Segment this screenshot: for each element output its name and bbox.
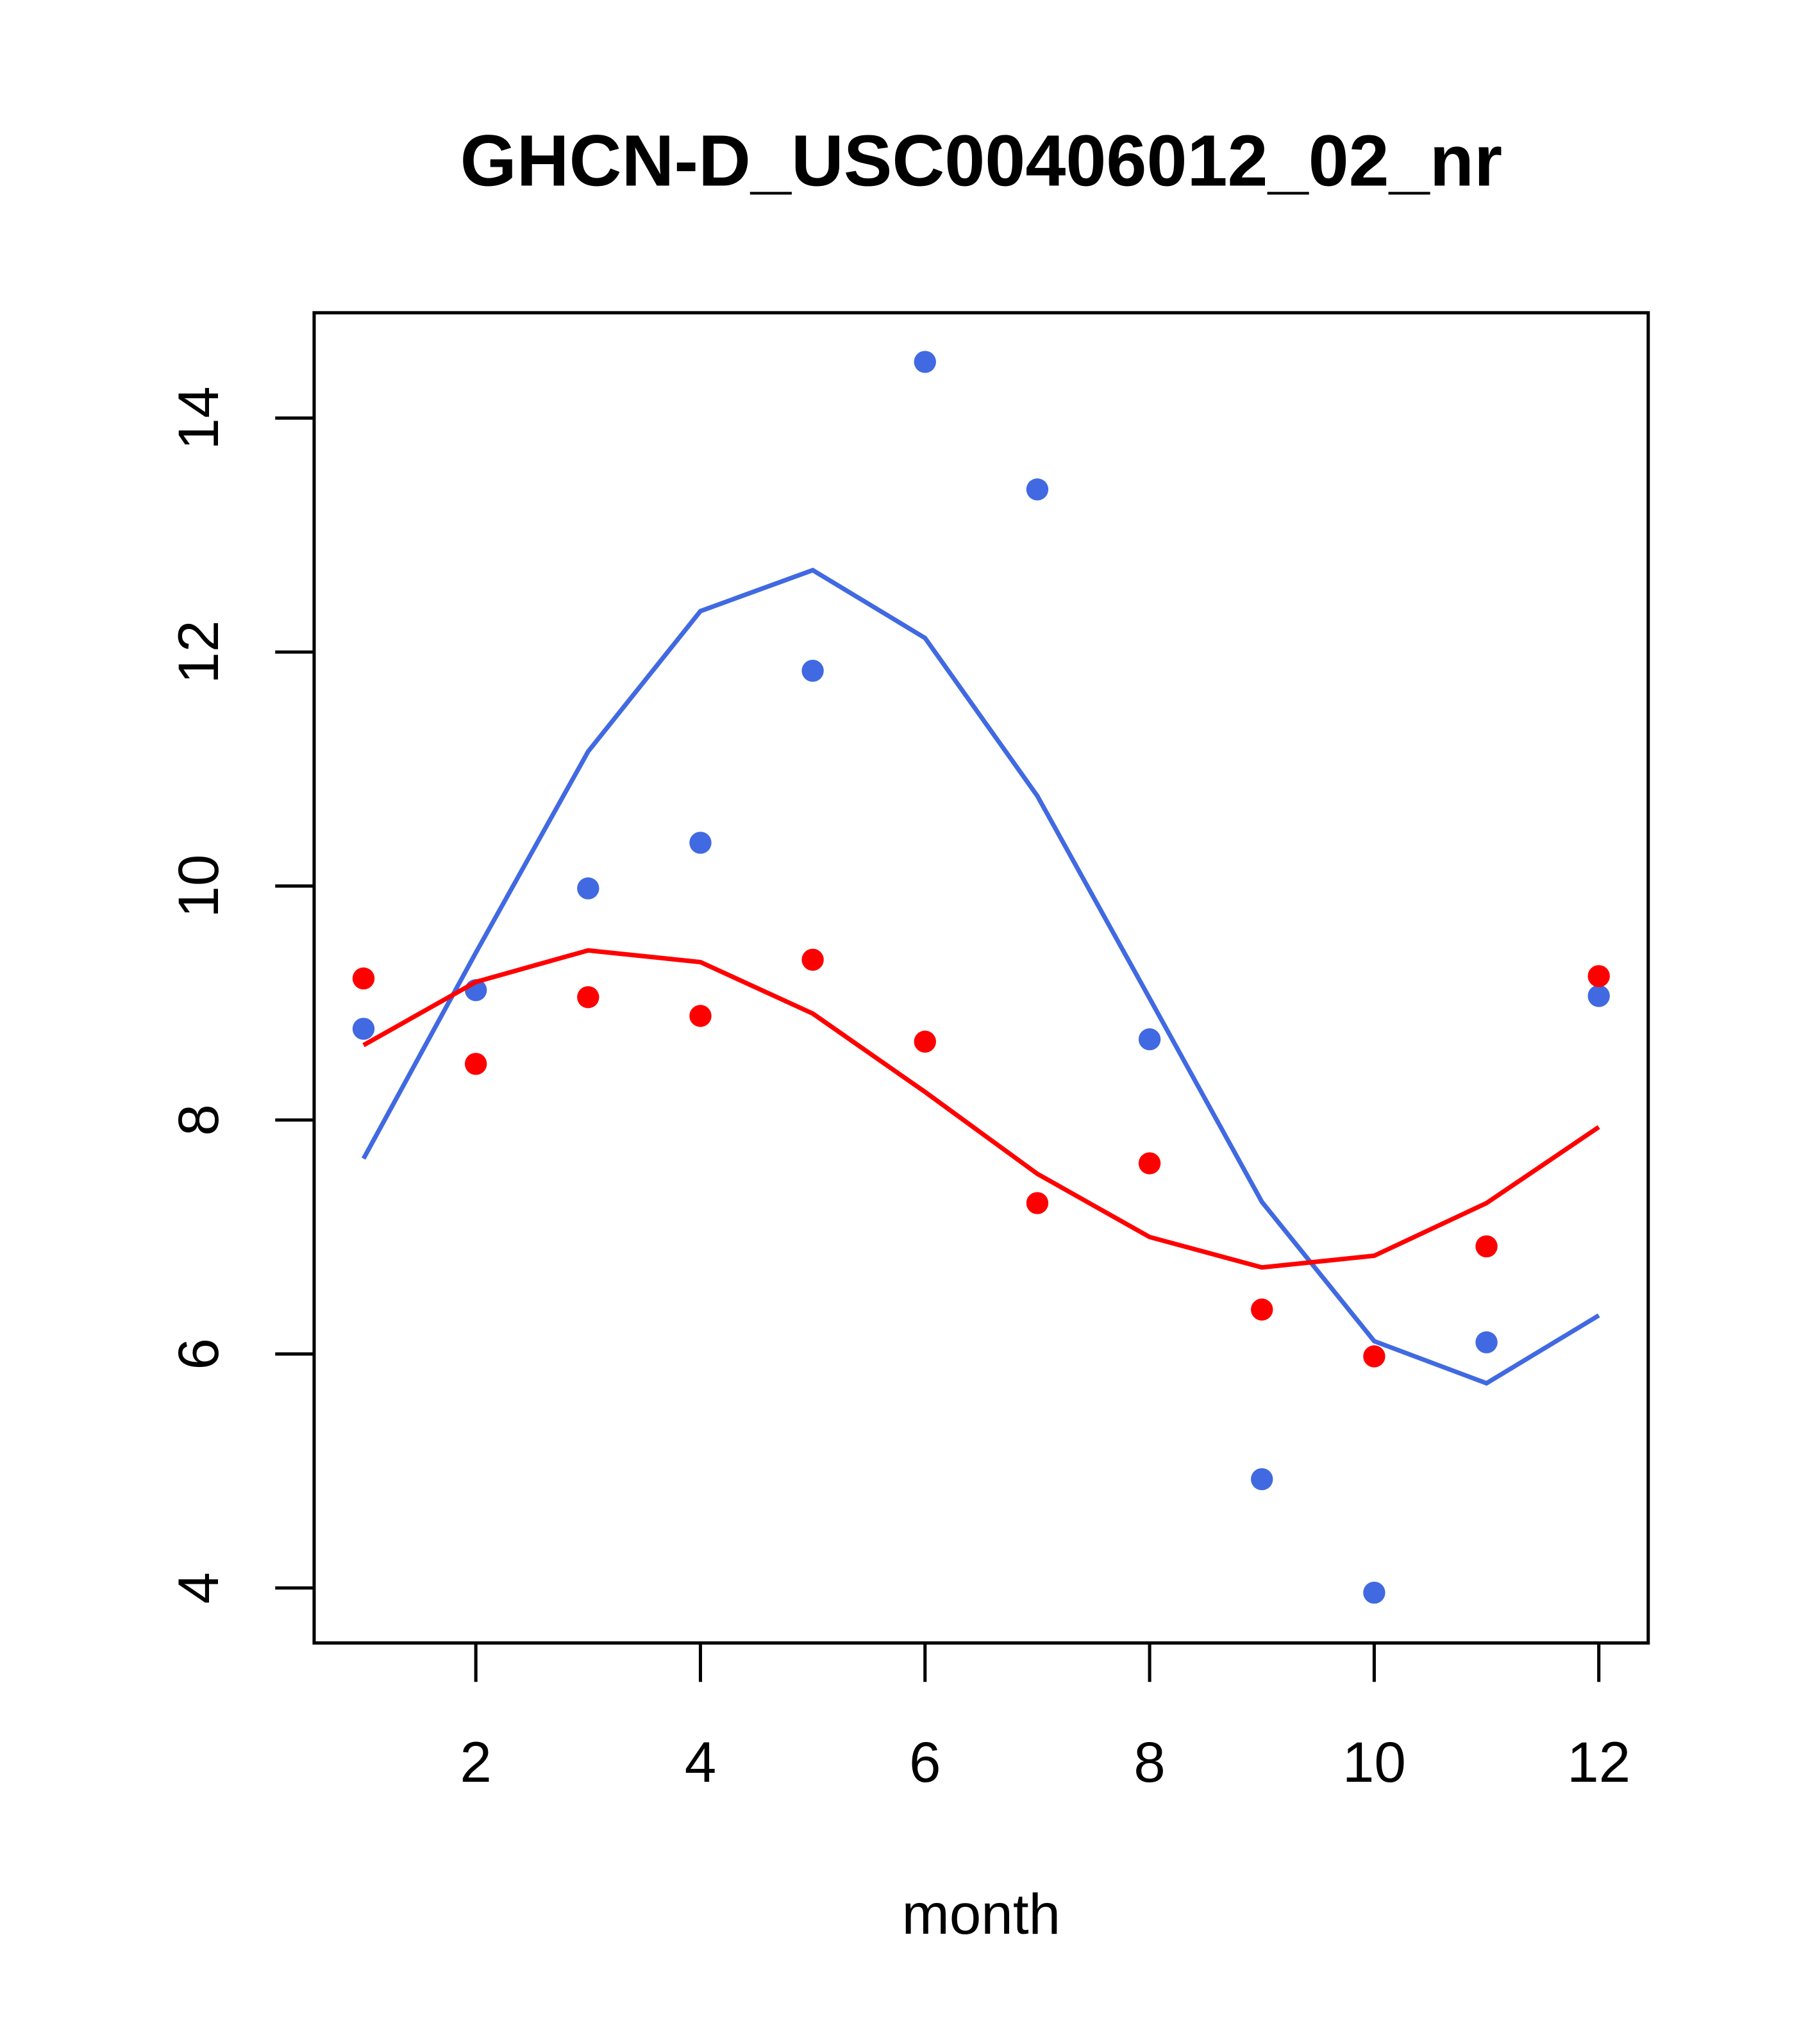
- red-points-point: [1251, 1298, 1273, 1321]
- red-points-point: [577, 986, 599, 1009]
- red-points-point: [464, 1053, 487, 1075]
- blue-points-point: [1587, 985, 1610, 1007]
- blue-points-point: [1363, 1581, 1386, 1604]
- blue-points-point: [1026, 478, 1049, 501]
- blue-points-point: [914, 351, 936, 373]
- y-tick-label: 4: [166, 1572, 230, 1604]
- chart-title: GHCN-D_USC00406012_02_nr: [460, 120, 1502, 201]
- red-points-point: [689, 1005, 712, 1027]
- y-tick-label: 6: [166, 1338, 230, 1370]
- red-points-point: [352, 967, 375, 990]
- blue-points-point: [352, 1018, 375, 1040]
- y-tick-label: 12: [166, 620, 230, 683]
- blue-points-point: [1251, 1468, 1273, 1491]
- x-tick-label: 10: [1343, 1730, 1406, 1794]
- x-tick-label: 12: [1567, 1730, 1630, 1794]
- x-tick-label: 2: [460, 1730, 492, 1794]
- red-points-point: [1587, 965, 1610, 987]
- blue-points-point: [689, 832, 712, 854]
- red-points-point: [801, 948, 824, 971]
- blue-points-point: [577, 877, 599, 900]
- y-tick-label: 8: [166, 1104, 230, 1136]
- plot-frame: [312, 311, 1650, 1645]
- blue-points-point: [1138, 1028, 1161, 1051]
- red-points-point: [1026, 1192, 1049, 1214]
- red-line-series: [362, 948, 1600, 1270]
- x-tick-label: 4: [685, 1730, 717, 1794]
- x-tick-label: 6: [909, 1730, 941, 1794]
- red-points-point: [1363, 1345, 1386, 1368]
- x-tick-label: 8: [1134, 1730, 1166, 1794]
- blue-points-point: [1475, 1331, 1498, 1353]
- x-axis: 2 4 6 8 10 12: [460, 1643, 1630, 1794]
- red-points-point: [1138, 1152, 1161, 1175]
- y-tick-label: 10: [166, 854, 230, 917]
- red-points-point: [914, 1030, 936, 1053]
- x-axis-label: month: [902, 1882, 1061, 1946]
- blue-points-point: [801, 659, 824, 682]
- blue-line-series: [361, 567, 1600, 1386]
- series-layer: [352, 351, 1610, 1604]
- y-tick-label: 14: [166, 387, 230, 450]
- y-axis: 4 6 8 10 12 14: [166, 387, 314, 1604]
- red-points-point: [1475, 1235, 1498, 1258]
